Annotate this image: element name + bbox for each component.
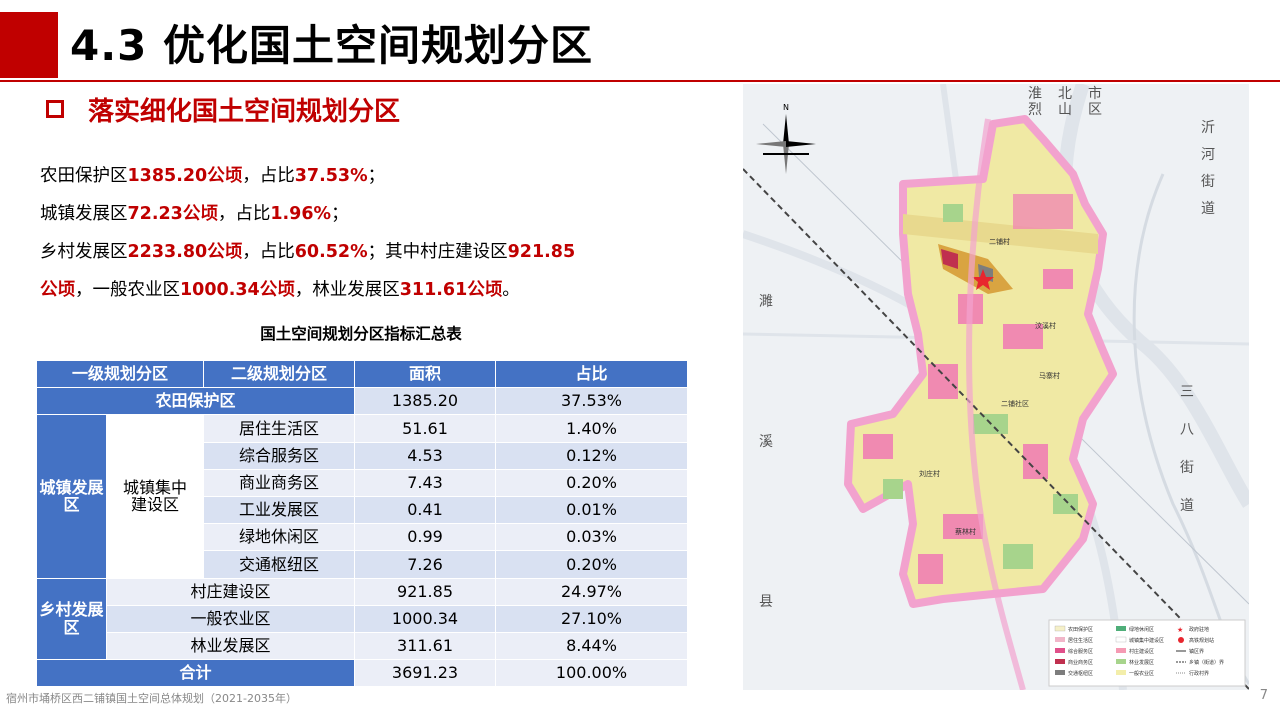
zoning-map-svg: N 淮 烈 北 山 市 区 沂 河 街 道 三 八 街 道 濉 溪 县 桃 (743, 84, 1249, 690)
svg-text:居住生活区: 居住生活区 (1068, 637, 1093, 644)
svg-text:淮: 淮 (1028, 86, 1042, 102)
town-subzone-label: 城镇集中建设区 (105, 414, 205, 579)
svg-text:刘庄村: 刘庄村 (919, 469, 940, 478)
page-number: 7 (1259, 688, 1268, 703)
svg-text:绿地休闲区: 绿地休闲区 (1129, 626, 1154, 633)
svg-text:蔡林村: 蔡林村 (955, 527, 976, 536)
summary-line-farm: 农田保护区1385.20公顷，占比37.53%； (40, 166, 386, 186)
zoning-map: N 淮 烈 北 山 市 区 沂 河 街 道 三 八 街 道 濉 溪 县 桃 (743, 84, 1249, 690)
svg-text:溪: 溪 (759, 434, 773, 450)
svg-text:濉: 濉 (759, 294, 773, 310)
square-bullet-icon (46, 100, 64, 118)
table-row: 交通枢纽区 7.26 0.20% (37, 550, 689, 579)
summary-line-town: 城镇发展区72.23公顷，占比1.96%； (40, 204, 349, 224)
svg-text:行政村界: 行政村界 (1189, 670, 1209, 677)
svg-text:交通枢纽区: 交通枢纽区 (1068, 670, 1093, 677)
svg-text:街: 街 (1201, 174, 1215, 190)
svg-text:城镇集中建设区: 城镇集中建设区 (1129, 637, 1164, 644)
svg-text:山: 山 (1058, 102, 1072, 118)
table-total-row: 合计 3691.23 100.00% (35, 659, 689, 688)
table-row: 乡村发展区 村庄建设区 921.85 24.97% (36, 577, 689, 661)
svg-text:林业发展区: 林业发展区 (1129, 659, 1154, 666)
svg-text:政府驻地: 政府驻地 (1189, 626, 1209, 633)
footer-text: 宿州市埇桥区西二铺镇国土空间总体规划（2021-2035年） (6, 692, 297, 705)
svg-text:商业商务区: 商业商务区 (1068, 659, 1093, 666)
svg-text:北: 北 (1058, 86, 1072, 102)
svg-text:三: 三 (1180, 384, 1194, 400)
svg-text:街: 街 (1180, 460, 1194, 476)
svg-text:高铁规划站: 高铁规划站 (1189, 637, 1214, 644)
table-header-row: 一级规划分区 二级规划分区 面积 占比 (35, 359, 689, 389)
section-heading: 落实细化国土空间规划分区 (46, 92, 401, 127)
page-title: 4.3 优化国土空间规划分区 (70, 21, 594, 70)
svg-text:马寨村: 马寨村 (1039, 371, 1060, 380)
header-level2: 二级规划分区 (203, 359, 356, 389)
map-legend: 农田保护区 居住生活区 综合服务区 商业商务区 交通枢纽区 绿地休闲区 城镇集中… (1048, 619, 1246, 687)
summary-line-rural-detail: 公顷，一般农业区1000.34公顷，林业发展区311.61公顷。 (40, 280, 520, 300)
svg-text:乡镇（街道）界: 乡镇（街道）界 (1189, 659, 1224, 666)
header-area: 面积 (354, 359, 497, 389)
svg-text:八: 八 (1180, 422, 1194, 438)
table-row: 绿地休闲区 0.99 0.03% (37, 523, 689, 552)
svg-text:镇区界: 镇区界 (1189, 648, 1204, 655)
title-accent-bar (0, 12, 58, 78)
svg-text:★: ★ (1177, 626, 1183, 634)
svg-text:区: 区 (1088, 102, 1102, 118)
svg-text:一般农业区: 一般农业区 (1129, 670, 1154, 677)
section-heading-text: 落实细化国土空间规划分区 (88, 96, 401, 127)
table-row: 综合服务区 4.53 0.12% (37, 441, 689, 470)
table-row: 林业发展区 311.61 8.44% (37, 631, 689, 661)
table-row: 商业商务区 7.43 0.20% (37, 468, 689, 497)
svg-text:N: N (783, 103, 789, 112)
svg-text:二铺社区: 二铺社区 (1001, 399, 1029, 408)
title-divider (0, 80, 1280, 82)
svg-text:综合服务区: 综合服务区 (1068, 648, 1093, 655)
rural-zone-label: 乡村发展区 (36, 577, 107, 661)
svg-text:村庄建设区: 村庄建设区 (1129, 648, 1154, 655)
summary-line-rural: 乡村发展区2233.80公顷，占比60.52%；其中村庄建设区921.85 (40, 242, 576, 262)
table-row: 一般农业区 1000.34 27.10% (37, 604, 689, 633)
summary-text: 农田保护区1385.20公顷，占比37.53%； 城镇发展区72.23公顷，占比… (40, 157, 710, 309)
svg-text:沂: 沂 (1201, 120, 1215, 136)
table-row: 农田保护区 1385.20 37.53% (35, 387, 689, 416)
svg-text:县: 县 (759, 594, 773, 610)
svg-text:道: 道 (1180, 498, 1194, 514)
header-level1: 一级规划分区 (35, 359, 205, 389)
table-title: 国土空间规划分区指标汇总表 (260, 325, 462, 343)
svg-text:二铺村: 二铺村 (989, 237, 1010, 246)
header-pct: 占比 (495, 359, 689, 389)
svg-text:农田保护区: 农田保护区 (1068, 626, 1093, 633)
svg-text:烈: 烈 (1028, 102, 1042, 118)
svg-text:市: 市 (1088, 85, 1102, 102)
town-zone-label: 城镇发展区 (36, 414, 107, 579)
table-row: 城镇发展区 城镇集中建设区 居住生活区 51.61 1.40% (36, 414, 689, 579)
government-star-icon (972, 269, 994, 290)
compass-icon: N (756, 103, 816, 174)
svg-text:汶溪村: 汶溪村 (1035, 321, 1056, 330)
svg-text:道: 道 (1201, 201, 1215, 217)
zoning-summary-table: 一级规划分区 二级规划分区 面积 占比 农田保护区 1385.20 37.53%… (35, 359, 689, 688)
svg-text:河: 河 (1201, 147, 1215, 163)
table-row: 工业发展区 0.41 0.01% (37, 495, 689, 525)
